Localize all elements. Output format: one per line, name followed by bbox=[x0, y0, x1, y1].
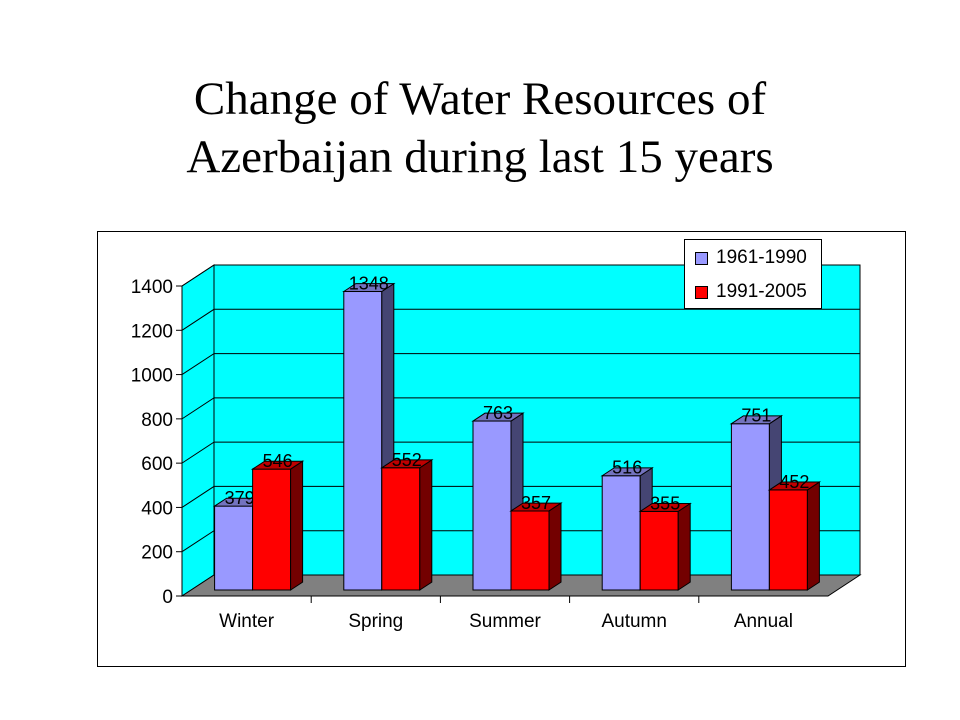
gridline-5 bbox=[181, 353, 860, 375]
bar-1961-1990-autumn-top bbox=[600, 467, 654, 477]
bar-1991-2005-autumn-front bbox=[639, 510, 679, 591]
data-label-1961-1990-autumn: 516 bbox=[612, 458, 642, 478]
bar-1991-2005-winter-side bbox=[290, 460, 304, 591]
gridline-4 bbox=[181, 397, 860, 420]
x-tick-label-winter: Winter bbox=[219, 611, 275, 632]
bar-1991-2005-annual-side bbox=[806, 481, 820, 591]
slide-title: Change of Water Resources of Azerbaijan … bbox=[0, 70, 960, 186]
slide-title-line-1: Change of Water Resources of bbox=[193, 73, 767, 125]
y-tick-label-0: 0 bbox=[162, 587, 173, 608]
bar-1961-1990-summer-front bbox=[472, 420, 512, 591]
x-tick-label-annual: Annual bbox=[734, 611, 793, 632]
bar-1991-2005-spring-front bbox=[381, 467, 421, 591]
x-tick-label-summer: Summer bbox=[469, 611, 541, 632]
y-tick-label-4: 800 bbox=[141, 410, 173, 431]
bar-1991-2005-spring-top bbox=[380, 459, 434, 469]
data-label-1991-2005-winter: 546 bbox=[263, 451, 293, 471]
legend-label-series-1: 1961-1990 bbox=[716, 247, 807, 268]
legend-label-series-2: 1991-2005 bbox=[716, 281, 807, 302]
y-tick-label-6: 1200 bbox=[131, 321, 173, 342]
data-label-1991-2005-annual: 452 bbox=[779, 472, 809, 492]
data-label-1991-2005-summer: 357 bbox=[521, 493, 551, 513]
slide-title-line-2: Azerbaijan during last 15 years bbox=[186, 131, 774, 183]
bar-1961-1990-spring-top bbox=[342, 283, 396, 293]
chart-legend: 1961-1990 1991-2005 bbox=[684, 239, 822, 309]
gridline-6 bbox=[181, 308, 860, 331]
legend-swatch-series-1 bbox=[695, 251, 708, 265]
bar-1991-2005-autumn-side bbox=[677, 502, 691, 591]
bar-1991-2005-winter-top bbox=[250, 460, 305, 470]
y-tick-label-2: 400 bbox=[141, 498, 173, 519]
bar-1961-1990-spring-front bbox=[343, 291, 383, 591]
bar-1961-1990-summer-top bbox=[471, 412, 525, 422]
legend-item-series-1: 1961-1990 bbox=[695, 246, 807, 270]
gridline-3 bbox=[181, 441, 860, 464]
bar-1991-2005-summer-top bbox=[509, 502, 563, 512]
bar-1991-2005-winter-front bbox=[252, 468, 292, 591]
bar-1991-2005-spring-side bbox=[419, 458, 433, 591]
y-tick-label-3: 600 bbox=[141, 454, 173, 475]
data-label-1991-2005-spring: 552 bbox=[392, 450, 422, 470]
bar-1961-1990-annual-top bbox=[729, 415, 784, 425]
bar-1961-1990-winter-front bbox=[214, 505, 254, 591]
x-tick-label-autumn: Autumn bbox=[601, 611, 666, 632]
bar-1991-2005-summer-side bbox=[548, 502, 562, 591]
legend-swatch-series-2 bbox=[695, 285, 708, 299]
bar-1991-2005-autumn-top bbox=[638, 503, 692, 512]
bar-1991-2005-annual-front bbox=[768, 489, 808, 591]
bar-1961-1990-annual-front bbox=[730, 423, 770, 591]
bar-1991-2005-summer-front bbox=[510, 510, 550, 591]
chart-side-wall bbox=[181, 264, 215, 597]
gridline-7 bbox=[181, 264, 860, 287]
data-label-1961-1990-spring: 1348 bbox=[349, 274, 389, 294]
bar-1961-1990-autumn-front bbox=[601, 475, 641, 591]
data-label-1991-2005-autumn: 355 bbox=[650, 493, 680, 513]
bar-1991-2005-annual-top bbox=[767, 481, 822, 491]
y-tick-label-1: 200 bbox=[141, 543, 173, 564]
data-label-1961-1990-summer: 763 bbox=[483, 403, 513, 423]
data-label-1961-1990-annual: 751 bbox=[741, 406, 771, 426]
y-tick-label-5: 1000 bbox=[131, 366, 173, 387]
data-label-1961-1990-winter: 379 bbox=[225, 488, 255, 508]
legend-item-series-2: 1991-2005 bbox=[695, 280, 807, 304]
y-tick-label-7: 1400 bbox=[131, 277, 173, 298]
x-tick-label-spring: Spring bbox=[348, 611, 403, 632]
